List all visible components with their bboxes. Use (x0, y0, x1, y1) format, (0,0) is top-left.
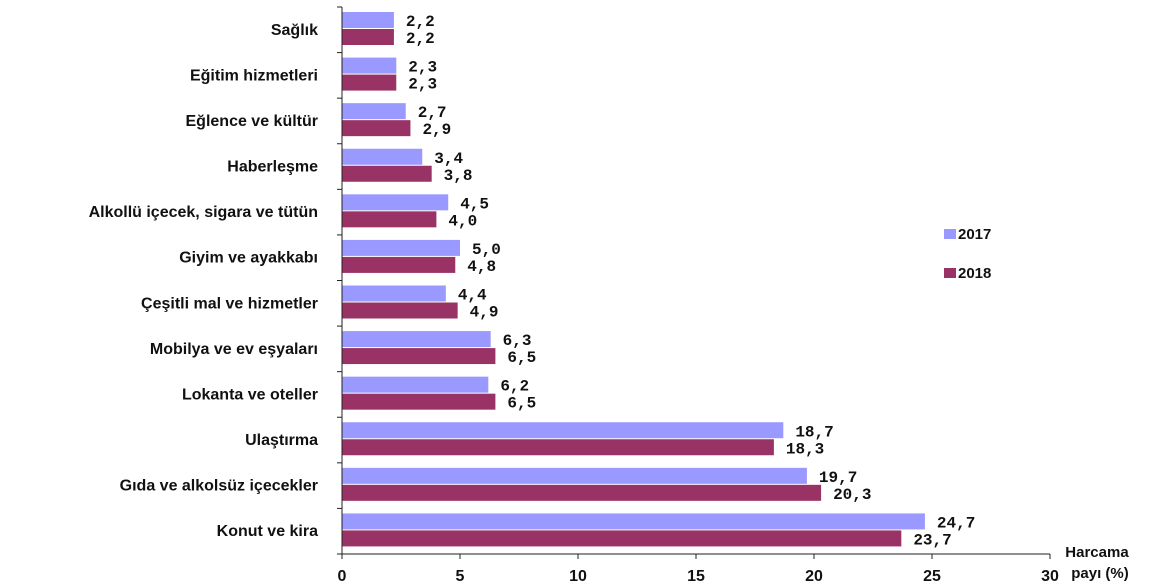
x-tick-label-1: 5 (456, 568, 465, 585)
value-label-2017-cat-11: 24,7 (937, 514, 975, 532)
category-label-cat-0: Sağlık (271, 22, 318, 39)
bar-2017-cat-9 (342, 422, 784, 439)
category-label-cat-11: Konut ve kira (217, 523, 318, 540)
bar-2018-cat-1 (342, 74, 397, 91)
bar-2017-cat-11 (342, 513, 925, 530)
legend-swatch-2017 (944, 229, 956, 239)
category-label-cat-8: Lokanta ve oteller (182, 386, 318, 403)
category-label-cat-2: Eğlence ve kültür (186, 113, 319, 130)
x-tick-label-2: 10 (569, 568, 587, 585)
value-label-2018-cat-10: 20,3 (833, 486, 871, 504)
bar-2017-cat-0 (342, 12, 394, 28)
category-label-cat-6: Çeşitli mal ve hizmetler (141, 295, 318, 312)
value-label-2018-cat-5: 4,8 (467, 258, 496, 276)
x-tick-label-0: 0 (338, 568, 347, 585)
value-label-2017-cat-10: 19,7 (819, 469, 857, 487)
value-label-2018-cat-4: 4,0 (448, 212, 477, 230)
bar-2018-cat-11 (342, 530, 902, 547)
category-label-cat-1: Eğitim hizmetleri (190, 67, 318, 84)
bar-2017-cat-3 (342, 148, 423, 165)
bar-2017-cat-2 (342, 103, 406, 120)
value-label-2017-cat-0: 2,2 (406, 13, 435, 31)
bar-2018-cat-0 (342, 29, 394, 45)
value-label-2017-cat-8: 6,2 (500, 378, 529, 396)
bar-2018-cat-6 (342, 302, 458, 319)
category-label-cat-4: Alkollü içecek, sigara ve tütün (89, 204, 318, 221)
value-label-2017-cat-2: 2,7 (418, 104, 447, 122)
bar-2018-cat-7 (342, 348, 496, 365)
value-label-2017-cat-7: 6,3 (503, 332, 532, 350)
value-label-2018-cat-3: 3,8 (444, 167, 473, 185)
value-label-2017-cat-1: 2,3 (408, 59, 437, 77)
bar-2017-cat-4 (342, 194, 449, 211)
value-label-2018-cat-11: 23,7 (913, 531, 951, 549)
value-label-2017-cat-5: 5,0 (472, 241, 501, 259)
value-label-2017-cat-4: 4,5 (460, 195, 489, 213)
bar-2018-cat-10 (342, 484, 822, 501)
value-label-2018-cat-6: 4,9 (470, 304, 499, 322)
x-tick-label-3: 15 (687, 568, 705, 585)
bar-2017-cat-8 (342, 376, 489, 393)
value-label-2017-cat-9: 18,7 (795, 423, 833, 441)
category-label-cat-7: Mobilya ve ev eşyaları (150, 341, 318, 358)
category-label-cat-9: Ulaştırma (245, 432, 318, 449)
legend-label-2017: 2017 (958, 226, 991, 243)
bar-2018-cat-2 (342, 120, 411, 137)
x-tick-label-6: 30 (1041, 568, 1059, 585)
value-label-2018-cat-0: 2,2 (406, 30, 435, 48)
value-label-2018-cat-2: 2,9 (422, 121, 451, 139)
value-label-2018-cat-8: 6,5 (507, 395, 536, 413)
x-tick-label-4: 20 (805, 568, 823, 585)
bar-2018-cat-4 (342, 211, 437, 228)
legend-label-2018: 2018 (958, 265, 991, 282)
value-label-2018-cat-9: 18,3 (786, 440, 824, 458)
x-axis-title-line1: Harcama (1065, 544, 1129, 561)
bar-2018-cat-9 (342, 439, 774, 456)
value-label-2018-cat-7: 6,5 (507, 349, 536, 367)
value-label-2017-cat-3: 3,4 (434, 150, 463, 168)
bar-2017-cat-7 (342, 331, 491, 348)
bar-2017-cat-5 (342, 239, 460, 256)
category-label-cat-5: Giyim ve ayakkabı (179, 250, 318, 267)
bar-2017-cat-6 (342, 285, 446, 302)
bar-2017-cat-10 (342, 467, 807, 484)
value-label-2018-cat-1: 2,3 (408, 76, 437, 94)
x-axis-title-line2: payı (%) (1071, 565, 1129, 582)
x-tick-label-5: 25 (923, 568, 941, 585)
bar-2018-cat-3 (342, 165, 432, 182)
bar-2018-cat-8 (342, 393, 496, 410)
category-label-cat-3: Haberleşme (227, 159, 318, 176)
bar-2017-cat-1 (342, 57, 397, 74)
category-label-cat-10: Gıda ve alkolsüz içecekler (120, 478, 318, 495)
value-label-2017-cat-6: 4,4 (458, 287, 487, 305)
bar-2018-cat-5 (342, 256, 456, 273)
legend-swatch-2018 (944, 268, 956, 278)
